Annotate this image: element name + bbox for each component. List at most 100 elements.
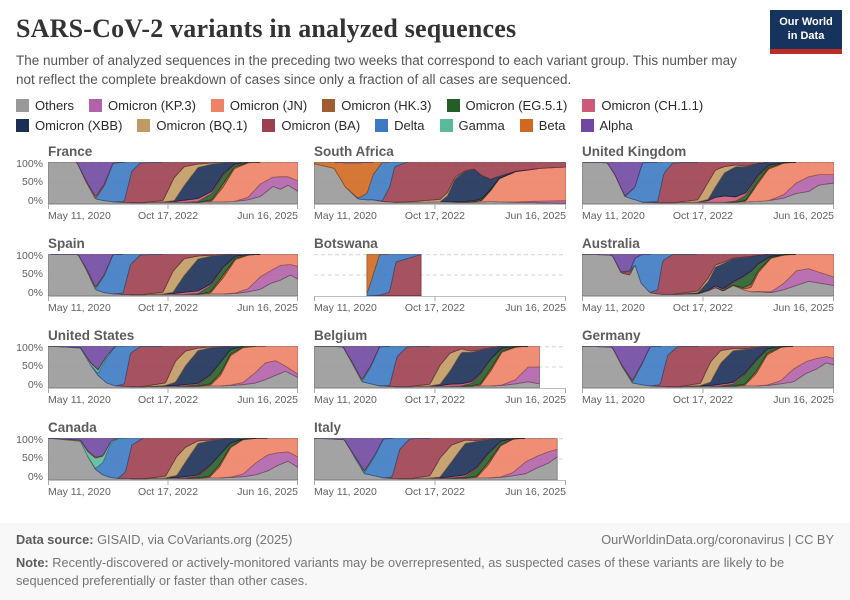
y-tick-label: 50% (21, 452, 43, 465)
legend-swatch-icon (89, 99, 103, 113)
chart-country-title: United Kingdom (582, 144, 687, 160)
data-source: Data source: GISAID, via CoVariants.org … (16, 532, 292, 547)
chart-plot[interactable] (48, 346, 298, 394)
x-tick-label: May 11, 2020 (314, 394, 377, 407)
legend-label: Omicron (XBB) (35, 118, 123, 134)
footer: Data source: GISAID, via CoVariants.org … (0, 523, 850, 600)
y-tick-label: 100% (16, 158, 43, 171)
x-axis-labels: May 11, 2020 Oct 17, 2022 Jun 16, 2025 (48, 486, 298, 499)
chart-country-title: Italy (314, 420, 342, 436)
legend-item[interactable]: Omicron (EG.5.1) (446, 98, 567, 113)
x-axis-labels: May 11, 2020 Oct 17, 2022 Jun 16, 2025 (314, 302, 566, 315)
chart-cell-australia: Australia May 11, 2020 Oct 17, 2022 Jun 16,… (582, 236, 834, 315)
legend-label: Others (35, 98, 75, 114)
x-tick-label: Jun 16, 2025 (505, 486, 566, 499)
x-axis-labels: May 11, 2020 Oct 17, 2022 Jun 16, 2025 (48, 210, 298, 223)
legend: Others Omicron (KP.3) Omicron (JN) Omicron … (0, 89, 850, 138)
legend-item[interactable]: Beta (519, 118, 566, 133)
x-axis-labels: May 11, 2020 Oct 17, 2022 Jun 16, 2025 (48, 302, 298, 315)
x-tick-label: Oct 17, 2022 (137, 394, 199, 407)
x-tick-label: May 11, 2020 (48, 486, 111, 499)
legend-item[interactable]: Omicron (BQ.1) (137, 118, 247, 133)
charts-grid: France 100% 50% 0% May 11, 2020 Oct 17, 2022 J… (16, 144, 850, 499)
x-tick-label: May 11, 2020 (582, 394, 645, 407)
x-tick-label: Jun 16, 2025 (237, 210, 298, 223)
x-axis-labels: May 11, 2020 Oct 17, 2022 Jun 16, 2025 (582, 394, 834, 407)
legend-row-1: Others Omicron (KP.3) Omicron (JN) Omicron … (16, 98, 834, 113)
x-tick-label: Jun 16, 2025 (773, 394, 834, 407)
owid-logo-line1: Our World (779, 16, 833, 28)
chart-plot[interactable] (582, 346, 834, 394)
x-tick-label: May 11, 2020 (48, 302, 111, 315)
x-tick-label: Jun 16, 2025 (773, 210, 834, 223)
legend-label: Omicron (CH.1.1) (601, 98, 704, 114)
x-tick-label: Oct 17, 2022 (137, 210, 199, 223)
chart-country-title: Canada (48, 420, 97, 436)
chart-country-title: Australia (582, 236, 640, 252)
chart-plot[interactable] (314, 346, 566, 394)
chart-country-title: Belgium (314, 328, 368, 344)
chart-cell-south-africa: South Africa May 11, 2020 Oct 17, 2022 Jun … (314, 144, 566, 223)
page-title: SARS-CoV-2 variants in analyzed sequence… (16, 14, 517, 43)
legend-item[interactable]: Gamma (439, 118, 505, 133)
chart-country-title: Germany (582, 328, 641, 344)
note-label: Note: (16, 555, 49, 571)
chart-plot[interactable] (314, 254, 566, 302)
x-tick-label: Oct 17, 2022 (137, 302, 199, 315)
legend-swatch-icon (210, 99, 224, 113)
legend-swatch-icon (137, 119, 151, 133)
license-link[interactable]: OurWorldinData.org/coronavirus | CC BY (601, 532, 834, 548)
x-tick-label: Oct 17, 2022 (404, 394, 466, 407)
x-tick-label: May 11, 2020 (314, 302, 377, 315)
chart-plot[interactable] (582, 254, 834, 302)
y-tick-label: 50% (21, 176, 43, 189)
footer-note: Note: Recently-discovered or actively-mo… (16, 554, 806, 590)
chart-cell-botswana: Botswana May 11, 2020 Oct 17, 2022 Jun 16, … (314, 236, 566, 315)
owid-logo[interactable]: Our World in Data (770, 10, 842, 54)
chart-country-title: South Africa (314, 144, 394, 160)
legend-swatch-icon (446, 99, 460, 113)
chart-plot[interactable] (314, 438, 566, 486)
chart-plot[interactable] (314, 162, 566, 210)
chart-plot[interactable] (48, 438, 298, 486)
legend-label: Omicron (HK.3) (341, 98, 432, 114)
x-axis-labels: May 11, 2020 Oct 17, 2022 Jun 16, 2025 (314, 486, 566, 499)
legend-item[interactable]: Omicron (KP.3) (89, 98, 196, 113)
data-source-text: GISAID, via CoVariants.org (2025) (93, 532, 293, 548)
legend-row-2: Omicron (XBB) Omicron (BQ.1) Omicron (BA) D… (16, 118, 834, 133)
x-tick-label: Jun 16, 2025 (505, 394, 566, 407)
chart-plot[interactable] (48, 254, 298, 302)
legend-swatch-icon (439, 119, 453, 133)
x-tick-label: Oct 17, 2022 (404, 486, 466, 499)
chart-cell-italy: Italy May 11, 2020 Oct 17, 2022 Jun 16, 202… (314, 420, 566, 499)
x-axis-labels: May 11, 2020 Oct 17, 2022 Jun 16, 2025 (48, 394, 298, 407)
x-tick-label: Oct 17, 2022 (404, 302, 466, 315)
legend-item[interactable]: Alpha (580, 118, 633, 133)
legend-item[interactable]: Delta (375, 118, 425, 133)
x-tick-label: May 11, 2020 (314, 486, 377, 499)
x-tick-label: May 11, 2020 (582, 210, 645, 223)
chart-cell-france: France 100% 50% 0% May 11, 2020 Oct 17, 2022 J… (16, 144, 298, 223)
header: SARS-CoV-2 variants in analyzed sequence… (0, 0, 850, 89)
legend-item[interactable]: Omicron (XBB) (16, 118, 122, 133)
x-tick-label: Jun 16, 2025 (237, 486, 298, 499)
legend-item[interactable]: Omicron (JN) (210, 98, 307, 113)
y-axis-labels: 100% 50% 0% (16, 250, 48, 301)
chart-plot[interactable] (48, 162, 298, 210)
legend-item[interactable]: Others (16, 98, 74, 113)
y-tick-label: 50% (21, 268, 43, 281)
y-axis-labels: 100% 50% 0% (16, 342, 48, 393)
legend-item[interactable]: Omicron (CH.1.1) (582, 98, 703, 113)
legend-item[interactable]: Omicron (BA) (262, 118, 360, 133)
legend-label: Omicron (BQ.1) (156, 118, 248, 134)
y-tick-label: 0% (27, 195, 43, 208)
y-tick-label: 0% (27, 379, 43, 392)
owid-logo-line2: in Data (787, 29, 825, 42)
chart-country-title: France (48, 144, 93, 160)
page-subtitle: The number of analyzed sequences in the … (16, 53, 737, 88)
chart-plot[interactable] (582, 162, 834, 210)
chart-cell-canada: Canada 100% 50% 0% May 11, 2020 Oct 17, 2022 J… (16, 420, 298, 499)
y-tick-label: 50% (21, 360, 43, 373)
legend-item[interactable]: Omicron (HK.3) (322, 98, 432, 114)
